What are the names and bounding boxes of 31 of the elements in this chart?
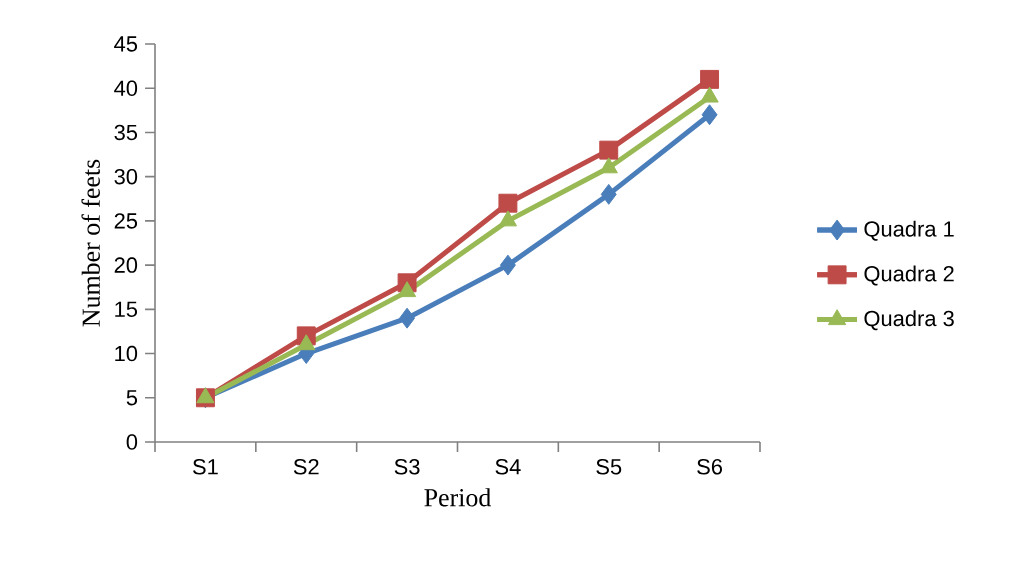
point [700,69,720,89]
y-tick-label: 0 [126,434,138,450]
y-tick-label: 40 [114,80,138,96]
legend-label: Quadra 3 [864,310,954,331]
legend-label: Quadra 2 [864,265,954,286]
y-axis-title: Number of feets [81,159,100,327]
x-tick-label: S5 [596,459,622,475]
x-tick-label: S4 [495,459,521,475]
legend-label: Quadra 1 [864,220,954,241]
point [397,281,417,298]
x-tick-label: S1 [193,459,218,475]
point [399,307,416,329]
point [499,254,516,276]
y-tick-label: 15 [115,301,138,317]
point [600,183,617,205]
y-tick-label: 5 [126,390,138,406]
y-tick-label: 35 [114,124,138,141]
point [498,210,518,227]
x-tick-label: S2 [293,459,319,475]
y-tick-label: 20 [114,257,138,273]
point [700,86,719,103]
point [701,104,718,126]
x-axis-title: Period [424,488,491,507]
y-tick-label: 25 [114,213,138,229]
point [498,193,518,213]
point [599,140,619,160]
y-tick-label: 45 [114,36,138,52]
y-tick-label: 30 [114,168,138,185]
x-tick-label: S3 [394,459,420,475]
y-tick-label: 10 [115,345,138,362]
x-tick-label: S6 [697,459,723,475]
